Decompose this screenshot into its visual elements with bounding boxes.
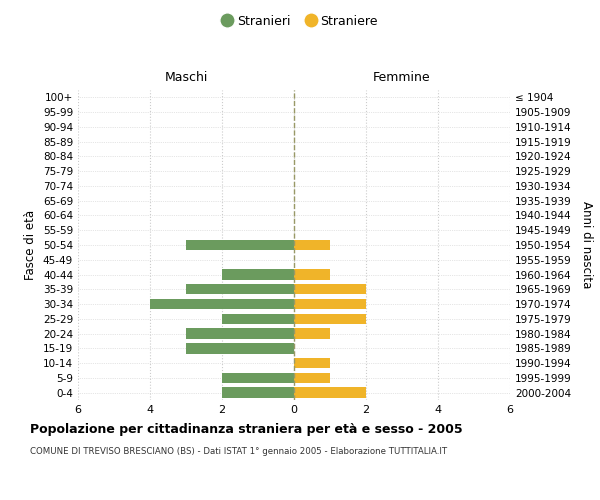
Bar bbox=[294, 240, 330, 250]
Bar bbox=[294, 328, 330, 338]
Bar bbox=[294, 284, 366, 294]
Bar bbox=[222, 270, 294, 280]
Bar bbox=[222, 388, 294, 398]
Bar bbox=[222, 314, 294, 324]
Bar bbox=[186, 328, 294, 338]
Bar bbox=[150, 299, 294, 309]
Text: Maschi: Maschi bbox=[164, 71, 208, 84]
Bar bbox=[294, 372, 330, 383]
Bar bbox=[294, 270, 330, 280]
Text: Femmine: Femmine bbox=[373, 71, 431, 84]
Legend: Stranieri, Straniere: Stranieri, Straniere bbox=[218, 11, 382, 32]
Text: COMUNE DI TREVISO BRESCIANO (BS) - Dati ISTAT 1° gennaio 2005 - Elaborazione TUT: COMUNE DI TREVISO BRESCIANO (BS) - Dati … bbox=[30, 448, 447, 456]
Bar bbox=[186, 284, 294, 294]
Bar bbox=[222, 372, 294, 383]
Y-axis label: Fasce di età: Fasce di età bbox=[25, 210, 37, 280]
Bar bbox=[186, 343, 294, 353]
Y-axis label: Anni di nascita: Anni di nascita bbox=[580, 202, 593, 288]
Text: Popolazione per cittadinanza straniera per età e sesso - 2005: Popolazione per cittadinanza straniera p… bbox=[30, 422, 463, 436]
Bar bbox=[294, 388, 366, 398]
Bar bbox=[186, 240, 294, 250]
Bar bbox=[294, 314, 366, 324]
Bar bbox=[294, 358, 330, 368]
Bar bbox=[294, 299, 366, 309]
